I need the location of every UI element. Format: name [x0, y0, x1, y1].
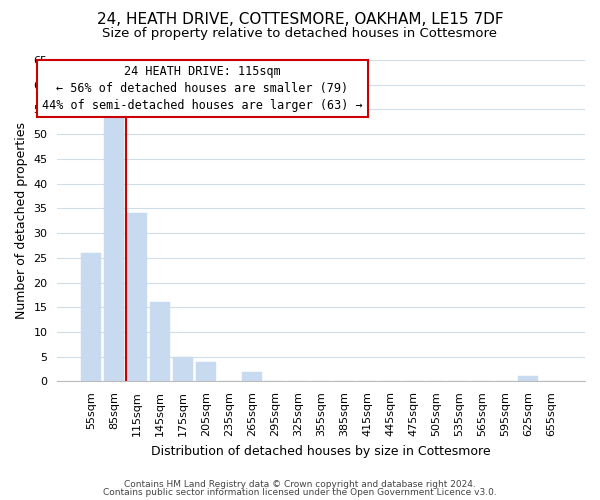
Bar — [242, 372, 262, 382]
Text: Contains HM Land Registry data © Crown copyright and database right 2024.: Contains HM Land Registry data © Crown c… — [124, 480, 476, 489]
X-axis label: Distribution of detached houses by size in Cottesmore: Distribution of detached houses by size … — [151, 444, 491, 458]
Text: Contains public sector information licensed under the Open Government Licence v3: Contains public sector information licen… — [103, 488, 497, 497]
Text: 24, HEATH DRIVE, COTTESMORE, OAKHAM, LE15 7DF: 24, HEATH DRIVE, COTTESMORE, OAKHAM, LE1… — [97, 12, 503, 28]
Text: 24 HEATH DRIVE: 115sqm
← 56% of detached houses are smaller (79)
44% of semi-det: 24 HEATH DRIVE: 115sqm ← 56% of detached… — [42, 65, 363, 112]
Bar — [82, 253, 101, 382]
Bar — [104, 114, 124, 382]
Bar — [173, 356, 193, 382]
Text: Size of property relative to detached houses in Cottesmore: Size of property relative to detached ho… — [103, 28, 497, 40]
Y-axis label: Number of detached properties: Number of detached properties — [15, 122, 28, 319]
Bar — [127, 214, 147, 382]
Bar — [196, 362, 216, 382]
Bar — [151, 302, 170, 382]
Bar — [518, 376, 538, 382]
